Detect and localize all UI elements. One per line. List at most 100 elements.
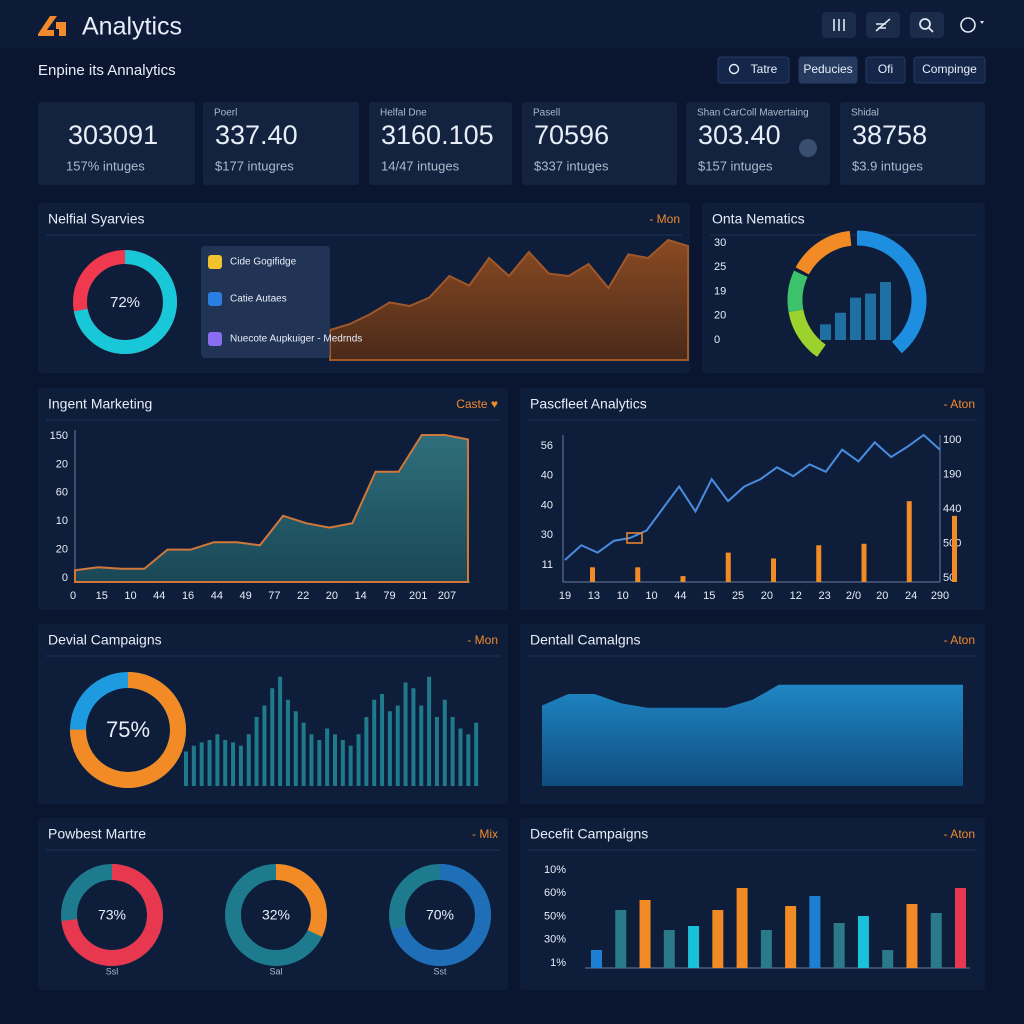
bar	[223, 740, 228, 786]
axis-label: 190	[943, 468, 961, 480]
axis-label: 24	[905, 590, 917, 602]
axis-label: 10	[56, 515, 68, 527]
axis-label: 10	[124, 590, 136, 602]
toolbar-button[interactable]	[717, 56, 790, 84]
bar	[434, 717, 439, 786]
axis-label: 150	[50, 430, 68, 442]
panel-title: Nelfial Syarvies	[48, 211, 144, 227]
bar	[639, 900, 651, 968]
axis-label: 60%	[544, 887, 566, 899]
panel	[520, 388, 985, 610]
axis-label: 0	[70, 590, 76, 602]
bar	[395, 705, 400, 786]
kpi-value: 303091	[68, 120, 158, 150]
axis-label: 44	[153, 590, 165, 602]
kpi-value: 303.40	[698, 120, 781, 150]
axis-label: 20	[761, 590, 773, 602]
kpi-sub: $157 intuges	[698, 158, 773, 173]
panel-link: - Mix	[472, 827, 498, 841]
axis-label: 25	[732, 590, 744, 602]
kpi-card	[840, 102, 985, 185]
axis-label: 77	[268, 590, 280, 602]
bar	[906, 501, 912, 582]
bar	[372, 699, 377, 786]
toolbar-button-label: Tatre	[751, 62, 778, 76]
area	[74, 434, 469, 583]
axis-label: 49	[239, 590, 251, 602]
panel	[38, 818, 508, 990]
bar	[199, 742, 204, 786]
axis-label: 25	[714, 261, 726, 273]
kpi-sub: $177 intugres	[215, 158, 294, 173]
panel-link: - Aton	[944, 633, 975, 647]
axis-label: 15	[703, 590, 715, 602]
gauge-arc	[788, 309, 826, 357]
kpi-card	[522, 102, 677, 185]
legend-icon	[208, 255, 222, 269]
bar	[411, 688, 416, 786]
axis-label: 20	[876, 590, 888, 602]
axis-label: 30%	[544, 934, 566, 946]
panel-link: - Aton	[944, 397, 975, 411]
toolbar-button[interactable]	[913, 56, 986, 84]
axis-label: 23	[818, 590, 830, 602]
donut-arc	[389, 864, 491, 966]
axis-label: 10	[617, 590, 629, 602]
kpi-label: Helfal Dne	[380, 108, 427, 119]
bar	[238, 745, 243, 786]
panel-link: - Mon	[649, 212, 680, 226]
panel-title: Ingent Marketing	[48, 396, 152, 412]
bar	[387, 711, 392, 786]
axis-label: 20	[56, 544, 68, 556]
axis-label: 0	[714, 334, 720, 346]
bar	[184, 751, 188, 786]
kpi-label: Poerl	[214, 108, 237, 119]
icon-glyph	[833, 19, 845, 31]
donut-caption: Ssl	[106, 966, 119, 976]
axis-label: 16	[182, 590, 194, 602]
toolbar-button[interactable]	[865, 56, 906, 84]
donut-arc	[225, 864, 327, 966]
legend-icon	[208, 332, 222, 346]
panel-link: Caste ♥	[456, 397, 498, 411]
bar	[270, 688, 275, 786]
area	[542, 684, 963, 786]
kpi-card	[38, 102, 195, 185]
bar	[820, 324, 831, 340]
panel-title: Pascfleet Analytics	[530, 396, 647, 412]
bar	[348, 745, 353, 786]
bar	[301, 722, 306, 786]
bar	[680, 576, 686, 582]
axis-label: 60	[56, 487, 68, 499]
logo	[38, 16, 66, 36]
donut-caption: Sst	[433, 966, 447, 976]
axis-label: 201	[409, 590, 427, 602]
bar	[635, 567, 641, 582]
bar	[835, 312, 846, 340]
toolbar-button[interactable]	[798, 56, 858, 84]
bar	[591, 950, 602, 968]
bar	[771, 558, 776, 582]
kpi-sub: 14/47 intuges	[381, 158, 460, 173]
icon-button[interactable]	[960, 17, 976, 33]
bar	[466, 734, 471, 786]
panel-title: Onta Nematics	[712, 211, 805, 227]
axis-label: 10	[645, 590, 657, 602]
legend-icon	[208, 292, 222, 306]
kpi-label: Shan CarColl Mavertaing	[697, 108, 809, 119]
bar	[833, 923, 845, 968]
icon-button[interactable]	[910, 12, 944, 38]
axis-label: 11	[542, 559, 553, 571]
donut-caption: Sal	[269, 966, 282, 976]
axis-label: 30	[541, 529, 553, 541]
bar	[317, 740, 322, 786]
highlight-box	[626, 532, 643, 544]
donut-arc	[70, 672, 186, 788]
legend-label: Catie Autaes	[230, 294, 287, 305]
kpi-card	[203, 102, 359, 185]
axis-label: 2/0	[846, 590, 861, 602]
panel-link: - Mon	[467, 633, 498, 647]
legend-label: Cide Gogifidge	[230, 257, 297, 268]
bar	[309, 734, 314, 786]
bar	[458, 728, 463, 786]
